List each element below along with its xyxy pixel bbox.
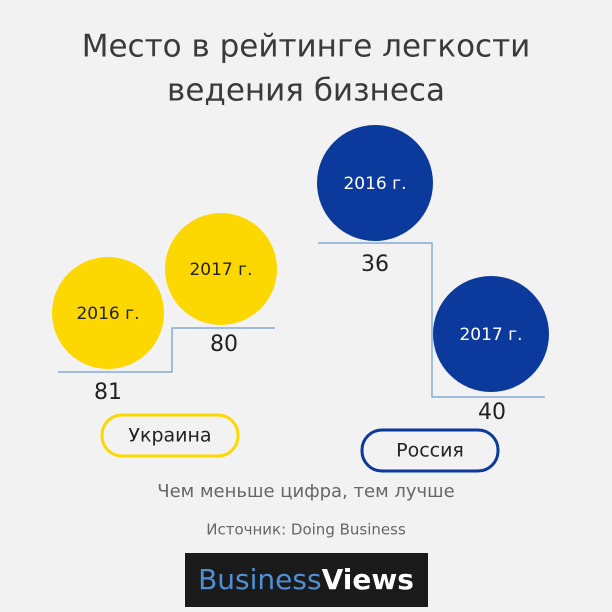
country-name: Россия [396,440,464,462]
country-name: Украина [128,425,211,447]
country-pill [360,428,500,473]
step-line [58,327,275,373]
year-label: 2016 г. [76,304,139,324]
logo-part: Business [198,563,321,596]
rank: 81 [94,380,122,405]
logo: BusinessViews [198,563,414,596]
logo-part: Views [322,563,414,596]
note: Чем меньше цифра, тем лучше [157,481,454,502]
title-line: Место в рейтинге легкости [82,29,531,65]
logo-box [185,553,428,607]
step-line [318,242,545,398]
rank: 36 [361,252,389,277]
year-label: 2017 г. [189,260,252,280]
year-circle [433,276,549,392]
year-circle [52,257,164,369]
country-pill [100,413,240,458]
year-circle [165,213,277,325]
title-line: ведения бизнеса [167,73,445,109]
rank: 40 [478,400,506,425]
year-circle [317,125,433,241]
source: Источник: Doing Business [206,521,406,539]
year-label: 2017 г. [459,325,522,345]
year-label: 2016 г. [343,174,406,194]
rank: 80 [210,332,238,357]
